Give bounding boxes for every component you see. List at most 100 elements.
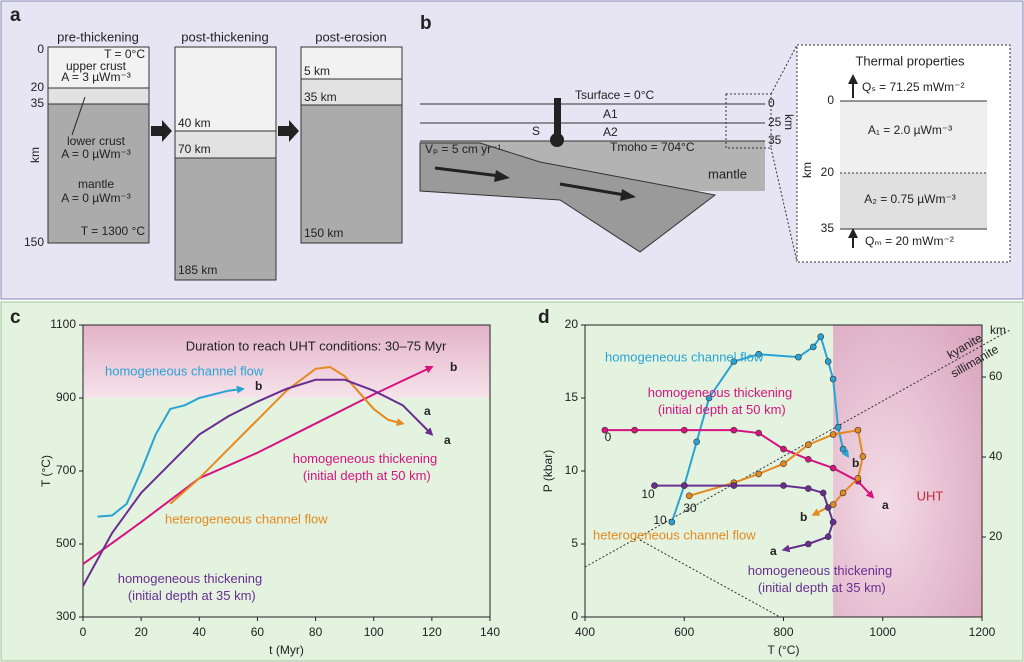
point: [755, 470, 762, 478]
y-tick-label: 700: [56, 463, 76, 477]
point: [693, 438, 700, 446]
depth: 35: [821, 221, 835, 235]
y-tick-label: 5: [571, 536, 578, 550]
point: [680, 426, 688, 434]
arrow: [151, 120, 172, 142]
layer: [174, 157, 277, 281]
layer: [300, 104, 403, 244]
arrow: [434, 166, 501, 178]
layer: [840, 101, 987, 173]
line: [169, 365, 405, 505]
end-label: a: [424, 404, 431, 418]
line: [604, 429, 875, 499]
end-label: b: [450, 360, 457, 374]
label: T = 1300 °C: [81, 224, 146, 238]
end-label: a: [770, 544, 777, 558]
point: [809, 343, 817, 351]
layer: [47, 103, 150, 244]
point: [680, 482, 688, 489]
point: [829, 375, 837, 383]
layer: [47, 46, 150, 89]
depth: 0: [827, 93, 834, 107]
point: [601, 426, 609, 434]
point: [780, 460, 787, 468]
label: A1: [603, 107, 618, 121]
series-label: homogeneous channel flow: [605, 349, 764, 364]
end-label: b: [255, 379, 262, 393]
layer: [174, 130, 277, 159]
y-tick-label: 1100: [50, 317, 76, 331]
y-tick-label: 500: [56, 536, 76, 550]
y-tick-label: 10: [565, 463, 579, 477]
col-title: post-thickening: [181, 29, 268, 44]
label: 5 km: [304, 64, 330, 78]
label: 35 km: [304, 90, 337, 104]
arrow: [278, 120, 299, 142]
label: Tmoho = 704°C: [610, 140, 695, 154]
slab: [419, 142, 717, 253]
label: A₂ = 0.75 µWm⁻³: [864, 192, 956, 206]
x-tick-label: 60: [251, 625, 265, 639]
y-tick-label: 300: [56, 609, 76, 623]
series-label: homogeneous thickening (initial depth at…: [748, 563, 893, 595]
pointer: [71, 96, 86, 136]
end-label: b: [852, 456, 859, 470]
arrow: [620, 189, 636, 201]
x-tick-label: 1000: [869, 625, 896, 639]
end-label: a: [444, 433, 451, 447]
depth: 150: [24, 235, 44, 249]
panel-letter: b: [420, 13, 432, 34]
x-tick-label: 1200: [969, 625, 996, 639]
y-tick-label: 900: [56, 390, 76, 404]
point: [755, 350, 762, 358]
layer: [47, 87, 150, 105]
point: [824, 358, 832, 365]
y2-tick-label: 60: [989, 369, 1003, 383]
end-label: a: [882, 498, 889, 512]
point: [829, 518, 837, 526]
series-label: homogeneous thickening (initial depth at…: [648, 385, 793, 417]
label: 70 km: [178, 142, 211, 156]
col-title: pre-thickening: [57, 29, 139, 44]
series-label: heterogeneous channel flow: [593, 527, 756, 542]
y2-tick-label: 40: [989, 449, 1003, 463]
unit: km: [28, 147, 42, 163]
line: [82, 365, 434, 565]
y2-axis-label: km: [990, 323, 1006, 337]
label: A = 3 µWm⁻³: [61, 70, 131, 84]
unit: km: [800, 162, 814, 178]
point: [819, 489, 827, 497]
point: [859, 453, 867, 460]
x-tick-label: 140: [480, 625, 500, 639]
start-label: 10: [641, 487, 655, 501]
depth: 0: [768, 96, 775, 110]
point: [780, 445, 787, 453]
depth: 25: [768, 115, 782, 129]
label: Tsurface = 0°C: [575, 88, 655, 102]
point: [780, 482, 787, 489]
y-axis-label: T (°C): [39, 455, 53, 487]
series-label: homogeneous channel flow: [105, 363, 264, 378]
y-axis-label: P (kbar): [541, 450, 555, 492]
point: [817, 333, 825, 340]
depth: 35: [768, 133, 782, 147]
marker: [550, 133, 564, 147]
label: upper crust: [66, 59, 127, 73]
start-label: 10: [653, 513, 667, 527]
x-tick-label: 800: [773, 625, 793, 639]
uht-region: [833, 325, 982, 617]
label: mantle: [708, 166, 747, 181]
point: [705, 394, 713, 402]
depth: 0: [37, 42, 44, 56]
series-label: homogeneous thickening (initial depth at…: [118, 571, 263, 603]
series-label: heterogeneous channel flow: [165, 511, 328, 526]
y2-tick-label: 20: [989, 529, 1003, 543]
x-tick-label: 0: [80, 625, 87, 639]
start-label: 0: [605, 430, 612, 444]
label: mantle: [78, 177, 114, 191]
uht-region: [83, 325, 490, 398]
label: Vₚ = 5 cm yr⁻¹: [425, 142, 501, 156]
y-tick-label: 0: [571, 609, 578, 623]
label: T = 0°C: [104, 47, 145, 61]
